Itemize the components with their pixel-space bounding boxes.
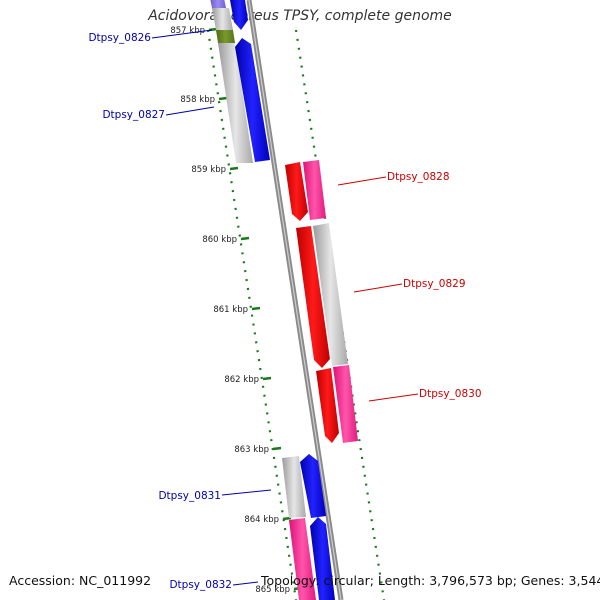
kbp-tick-mark: [251, 306, 261, 311]
gene-label-dtpsy_0827[interactable]: Dtpsy_0827: [102, 109, 165, 121]
gene-callout-line: [337, 176, 387, 186]
gene-label-dtpsy_0831[interactable]: Dtpsy_0831: [158, 490, 221, 502]
kbp-tick-label: 858 kbp: [180, 95, 215, 105]
feature-grey-0826: [212, 8, 233, 30]
topology-text: Topology: circular; Length: 3,796,573 bp…: [261, 573, 600, 588]
kbp-tick-label: 862 kbp: [224, 375, 259, 385]
kbp-tick-label: 859 kbp: [191, 165, 226, 175]
gene-label-dtpsy_0828[interactable]: Dtpsy_0828: [387, 171, 450, 183]
gene-callout-line: [151, 29, 213, 39]
feature-red-0830: [316, 368, 339, 443]
kbp-tick-mark: [240, 236, 250, 241]
kbp-tick-mark: [262, 376, 272, 381]
gene-label-dtpsy_0832[interactable]: Dtpsy_0832: [169, 579, 232, 591]
gene-callout-line: [165, 106, 215, 116]
kbp-tick-label: 857 kbp: [170, 26, 205, 36]
kbp-tick-label: 865 kbp: [255, 585, 290, 595]
feature-blue-0831: [300, 454, 326, 518]
feature-pink-0828: [303, 160, 326, 220]
accession-text: Accession: NC_011992: [9, 573, 152, 588]
backbone: [246, 0, 344, 600]
kbp-ticks: 857 kbp 858 kbp 859 kbp 860 kbp 861 kbp 862 k…: [170, 26, 303, 595]
kbp-tick-label: 861 kbp: [213, 305, 248, 315]
feature-grey-0831: [282, 456, 306, 518]
feature-red-0828: [285, 162, 308, 221]
gene-callout-line: [221, 489, 272, 496]
gene-callout-line: [232, 581, 259, 586]
gene-label-dtpsy_0829[interactable]: Dtpsy_0829: [403, 278, 466, 290]
gene-callout-line: [353, 283, 403, 293]
feature-grey-0827: [218, 43, 253, 163]
feature-pink-0832: [289, 518, 316, 600]
gene-label-dtpsy_0826[interactable]: Dtpsy_0826: [88, 32, 151, 44]
feature-purple-partial: [210, 0, 226, 8]
kbp-tick-label: 860 kbp: [202, 235, 237, 245]
feature-blue-top: [230, 0, 248, 30]
gene-features: [210, 0, 358, 600]
feature-grey-0829: [313, 223, 348, 366]
feature-pink-0830: [333, 365, 358, 443]
feature-blue-0832: [310, 517, 335, 600]
gene-labels: Dtpsy_0826 Dtpsy_0827 Dtpsy_0828 Dtpsy_0829…: [88, 29, 482, 591]
kbp-tick-label: 863 kbp: [234, 445, 269, 455]
feature-olive-0826: [216, 30, 235, 43]
kbp-tick-mark: [282, 516, 292, 521]
feature-red-0829: [296, 226, 330, 368]
kbp-tick-mark: [218, 96, 228, 101]
kbp-tick-mark: [272, 446, 282, 451]
kbp-tick-mark: [229, 166, 239, 171]
gene-label-dtpsy_0830[interactable]: Dtpsy_0830: [419, 388, 482, 400]
kbp-tick-label: 864 kbp: [244, 515, 279, 525]
gene-callout-line: [368, 393, 419, 402]
inner-dot-ruler: [206, 29, 298, 600]
feature-blue-0827: [235, 38, 270, 162]
